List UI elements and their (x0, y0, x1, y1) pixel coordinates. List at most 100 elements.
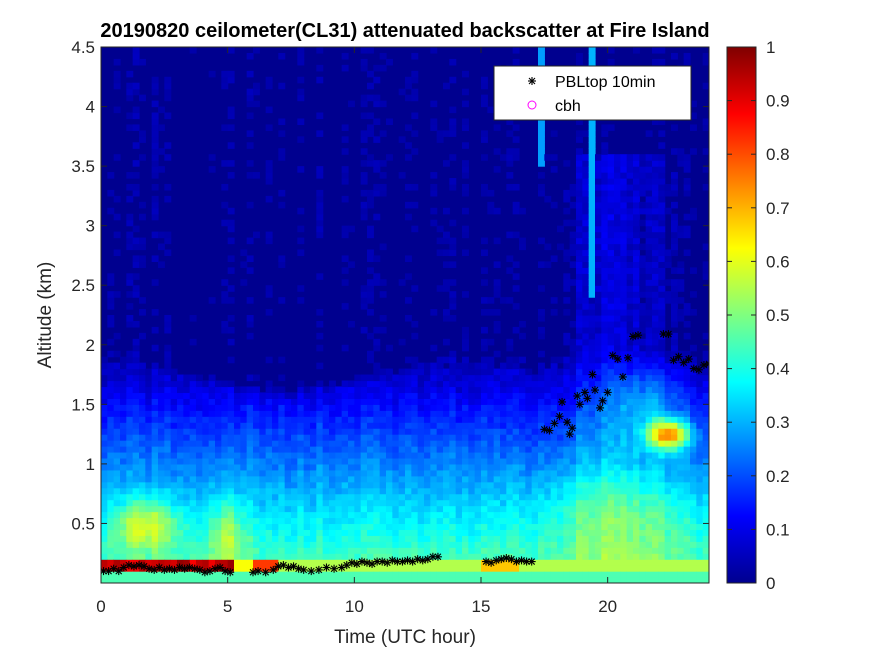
x-tick-label: 10 (345, 597, 364, 616)
pbltop-point (689, 364, 698, 373)
pbltop-point (679, 358, 688, 367)
pbltop-point (588, 370, 597, 379)
pbltop-point (583, 394, 592, 403)
pbltop-point (598, 396, 607, 405)
legend-label-pbltop: PBLtop 10min (555, 74, 656, 91)
legend-marker-cbh (527, 100, 537, 110)
y-tick-label: 2 (86, 336, 95, 355)
legend-marker-pbltop (528, 77, 536, 85)
pbltop-point (165, 564, 174, 573)
pbltop-point (388, 556, 397, 565)
y-tick-label: 1 (86, 455, 95, 474)
pbltop-point (299, 565, 308, 574)
pbltop-point (114, 567, 123, 576)
pbltop-point (216, 563, 225, 572)
pbltop-point (185, 563, 194, 572)
pbltop-point (314, 565, 323, 574)
pbltop-point (403, 556, 412, 565)
pbltop-point (160, 565, 169, 574)
pbltop-point (659, 330, 668, 339)
pbltop-point (664, 330, 673, 339)
pbltop-point (363, 558, 371, 567)
pbltop-point (330, 564, 339, 573)
pbltop-point (684, 355, 693, 364)
colorbar-tick-label: 0.1 (766, 520, 790, 539)
pbltop-point (512, 557, 521, 566)
pbltop-point (705, 359, 709, 368)
y-axis: 0.5 1 1.5 2 2.5 3 3.5 4 4.5 (71, 38, 709, 533)
x-tick-label: 15 (472, 597, 491, 616)
pbltop-point (527, 557, 536, 566)
pbltop-point (540, 425, 549, 434)
plot-frame (100, 46, 710, 584)
pbltop-series (101, 330, 709, 577)
pbltop-point (568, 424, 577, 433)
chart-title: 20190820 ceilometer(CL31) attenuated bac… (100, 20, 709, 42)
pbltop-point (124, 561, 133, 570)
y-tick-label: 4.5 (71, 38, 95, 57)
pbltop-point (669, 356, 678, 365)
pbltop-point (608, 351, 617, 360)
pbltop-point (623, 353, 632, 362)
pbltop-point (180, 564, 189, 573)
pbltop-point (497, 555, 506, 564)
colorbar: 0 0.1 0.2 0.3 0.4 0.5 0.6 0.7 0.8 0.9 1 (726, 38, 790, 593)
y-axis-title: Altitude (km) (35, 262, 56, 369)
pbltop-point (575, 400, 584, 409)
colorbar-tick-label: 0.8 (766, 145, 790, 164)
y-tick-label: 0.5 (71, 514, 95, 533)
pbltop-point (591, 386, 599, 395)
pbltop-point (145, 564, 154, 573)
pbltop-point (413, 555, 422, 564)
pbltop-point (613, 355, 622, 364)
pbltop-point (433, 552, 442, 561)
colorbar-tick-label: 0.7 (766, 199, 790, 218)
colorbar-tick-label: 0.2 (766, 467, 790, 486)
pbltop-point (558, 397, 567, 406)
colorbar-tick-label: 0.3 (766, 413, 790, 432)
x-tick-label: 0 (96, 597, 105, 616)
pbltop-point (190, 564, 199, 573)
plot-area (101, 47, 709, 583)
pbltop-point (254, 567, 263, 576)
pbltop-point (294, 564, 303, 573)
pbltop-point (596, 403, 605, 412)
pbltop-point (545, 426, 554, 435)
colorbar-tick-label: 0.5 (766, 306, 790, 325)
colorbar-tick-label: 0.6 (766, 252, 790, 271)
legend-label-cbh: cbh (555, 98, 581, 115)
pbltop-point (555, 412, 564, 421)
x-axis: 0 5 10 15 20 (96, 47, 617, 616)
pbltop-point (226, 568, 235, 577)
colorbar-ticks: 0 0.1 0.2 0.3 0.4 0.5 0.6 0.7 0.8 0.9 1 (727, 38, 790, 593)
pbltop-point (347, 558, 356, 567)
pbltop-point (221, 567, 230, 576)
pbltop-point (322, 563, 331, 572)
y-tick-label: 2.5 (71, 276, 95, 295)
pbltop-point (175, 563, 184, 572)
pbltop-point (502, 553, 511, 562)
pbltop-point (618, 372, 627, 381)
pbltop-point (357, 557, 366, 566)
pbltop-point (699, 361, 708, 370)
pbltop-point (211, 564, 219, 573)
pbltop-point (629, 332, 637, 341)
pbltop-point (200, 568, 209, 577)
y-tick-label: 3 (86, 217, 95, 236)
x-tick-label: 5 (223, 597, 232, 616)
legend-box (493, 65, 692, 121)
colorbar-tick-label: 0 (766, 574, 775, 593)
backscatter-heatmap (101, 47, 709, 583)
pbltop-point (393, 557, 402, 566)
pbltop-point (580, 388, 589, 397)
x-axis-title: Time (UTC hour) (334, 627, 476, 648)
colorbar-tick-label: 0.9 (766, 92, 790, 111)
pbltop-point (307, 567, 316, 576)
pbltop-point (603, 388, 612, 397)
pbltop-point (135, 561, 143, 570)
pbltop-point (573, 391, 582, 400)
pbltop-point (261, 568, 270, 577)
pbltop-point (563, 418, 572, 427)
pbltop-point (284, 563, 293, 572)
